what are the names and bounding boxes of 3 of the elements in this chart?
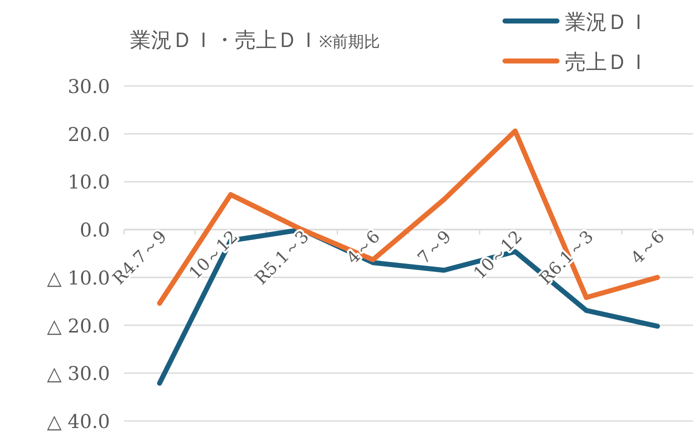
chart-title: 業況ＤＩ・売上ＤＩ bbox=[130, 28, 319, 52]
subtitle: ※前期比 bbox=[319, 32, 380, 51]
title: 業況ＤＩ・売上ＤＩ※前期比 bbox=[130, 28, 380, 52]
